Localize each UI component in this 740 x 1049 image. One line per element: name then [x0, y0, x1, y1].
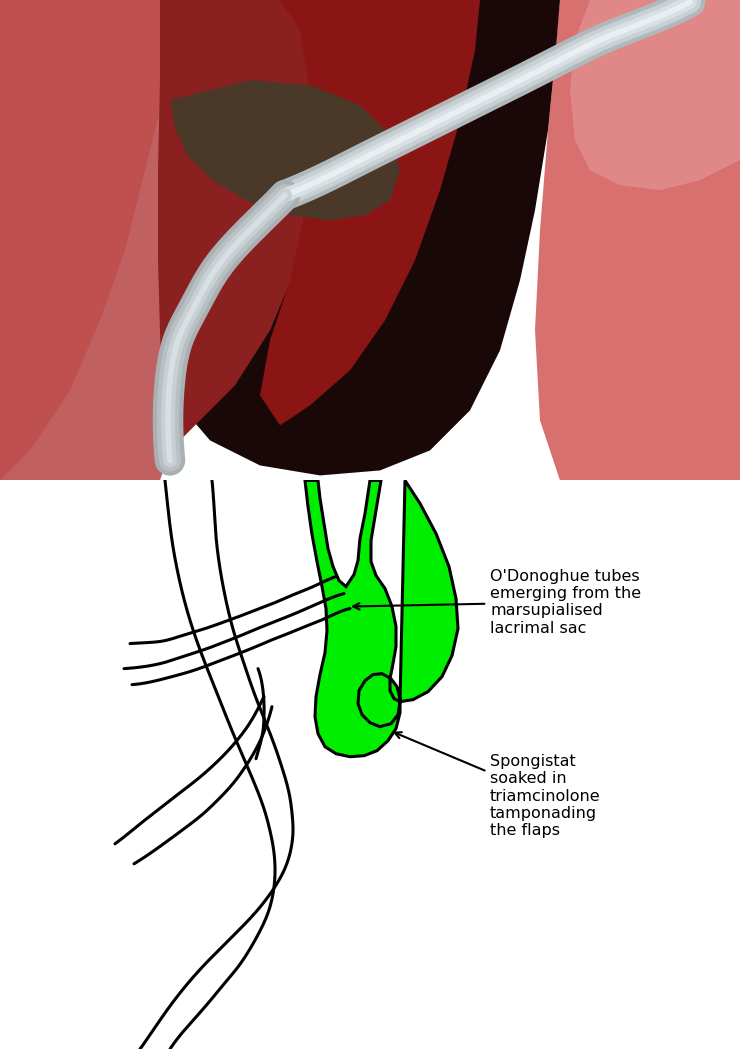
Polygon shape [570, 0, 740, 190]
Text: O'Donoghue tubes
emerging from the
marsupialised
lacrimal sac: O'Donoghue tubes emerging from the marsu… [353, 569, 641, 636]
Text: Spongistat
soaked in
triamcinolone
tamponading
the flaps: Spongistat soaked in triamcinolone tampo… [394, 732, 601, 838]
Polygon shape [170, 80, 400, 220]
Polygon shape [160, 0, 560, 475]
Polygon shape [305, 480, 458, 756]
Polygon shape [158, 0, 315, 450]
Polygon shape [535, 0, 740, 480]
Polygon shape [0, 0, 180, 480]
Polygon shape [260, 0, 480, 426]
Polygon shape [0, 0, 190, 480]
